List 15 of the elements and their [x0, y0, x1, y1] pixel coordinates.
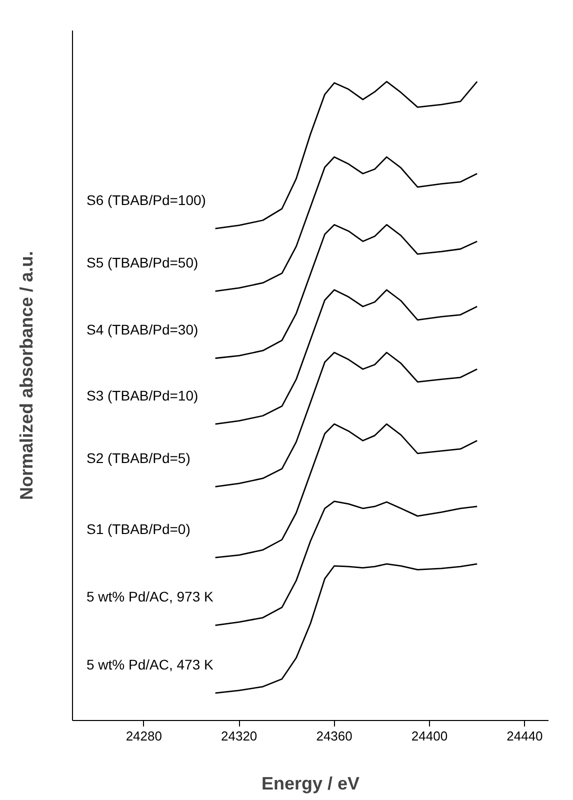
- series-label: S3 (TBAB/Pd=10): [86, 387, 198, 404]
- x-tick-label: 24280: [126, 728, 162, 744]
- series-label: S6 (TBAB/Pd=100): [86, 192, 206, 208]
- series-label: S4 (TBAB/Pd=30): [86, 322, 198, 338]
- x-axis-title: Energy / eV: [261, 774, 360, 794]
- text: S1 (TBAB/Pd=0): [86, 520, 190, 537]
- text: S2 (TBAB/Pd=5): [86, 450, 190, 466]
- series-label: S5 (TBAB/Pd=50): [86, 254, 198, 270]
- series-label: 5 wt% Pd/AC, 973 K: [86, 588, 214, 605]
- series-label: 5 wt% Pd/AC, 473 K: [86, 656, 214, 672]
- x-tick-label: 24360: [316, 728, 352, 744]
- x-tick-label: 24400: [411, 728, 448, 744]
- x-tick-label: 24320: [221, 728, 258, 744]
- x-tick-label: 24440: [506, 728, 543, 744]
- y-axis-title: Normalized absorbance / a.u.: [16, 250, 36, 500]
